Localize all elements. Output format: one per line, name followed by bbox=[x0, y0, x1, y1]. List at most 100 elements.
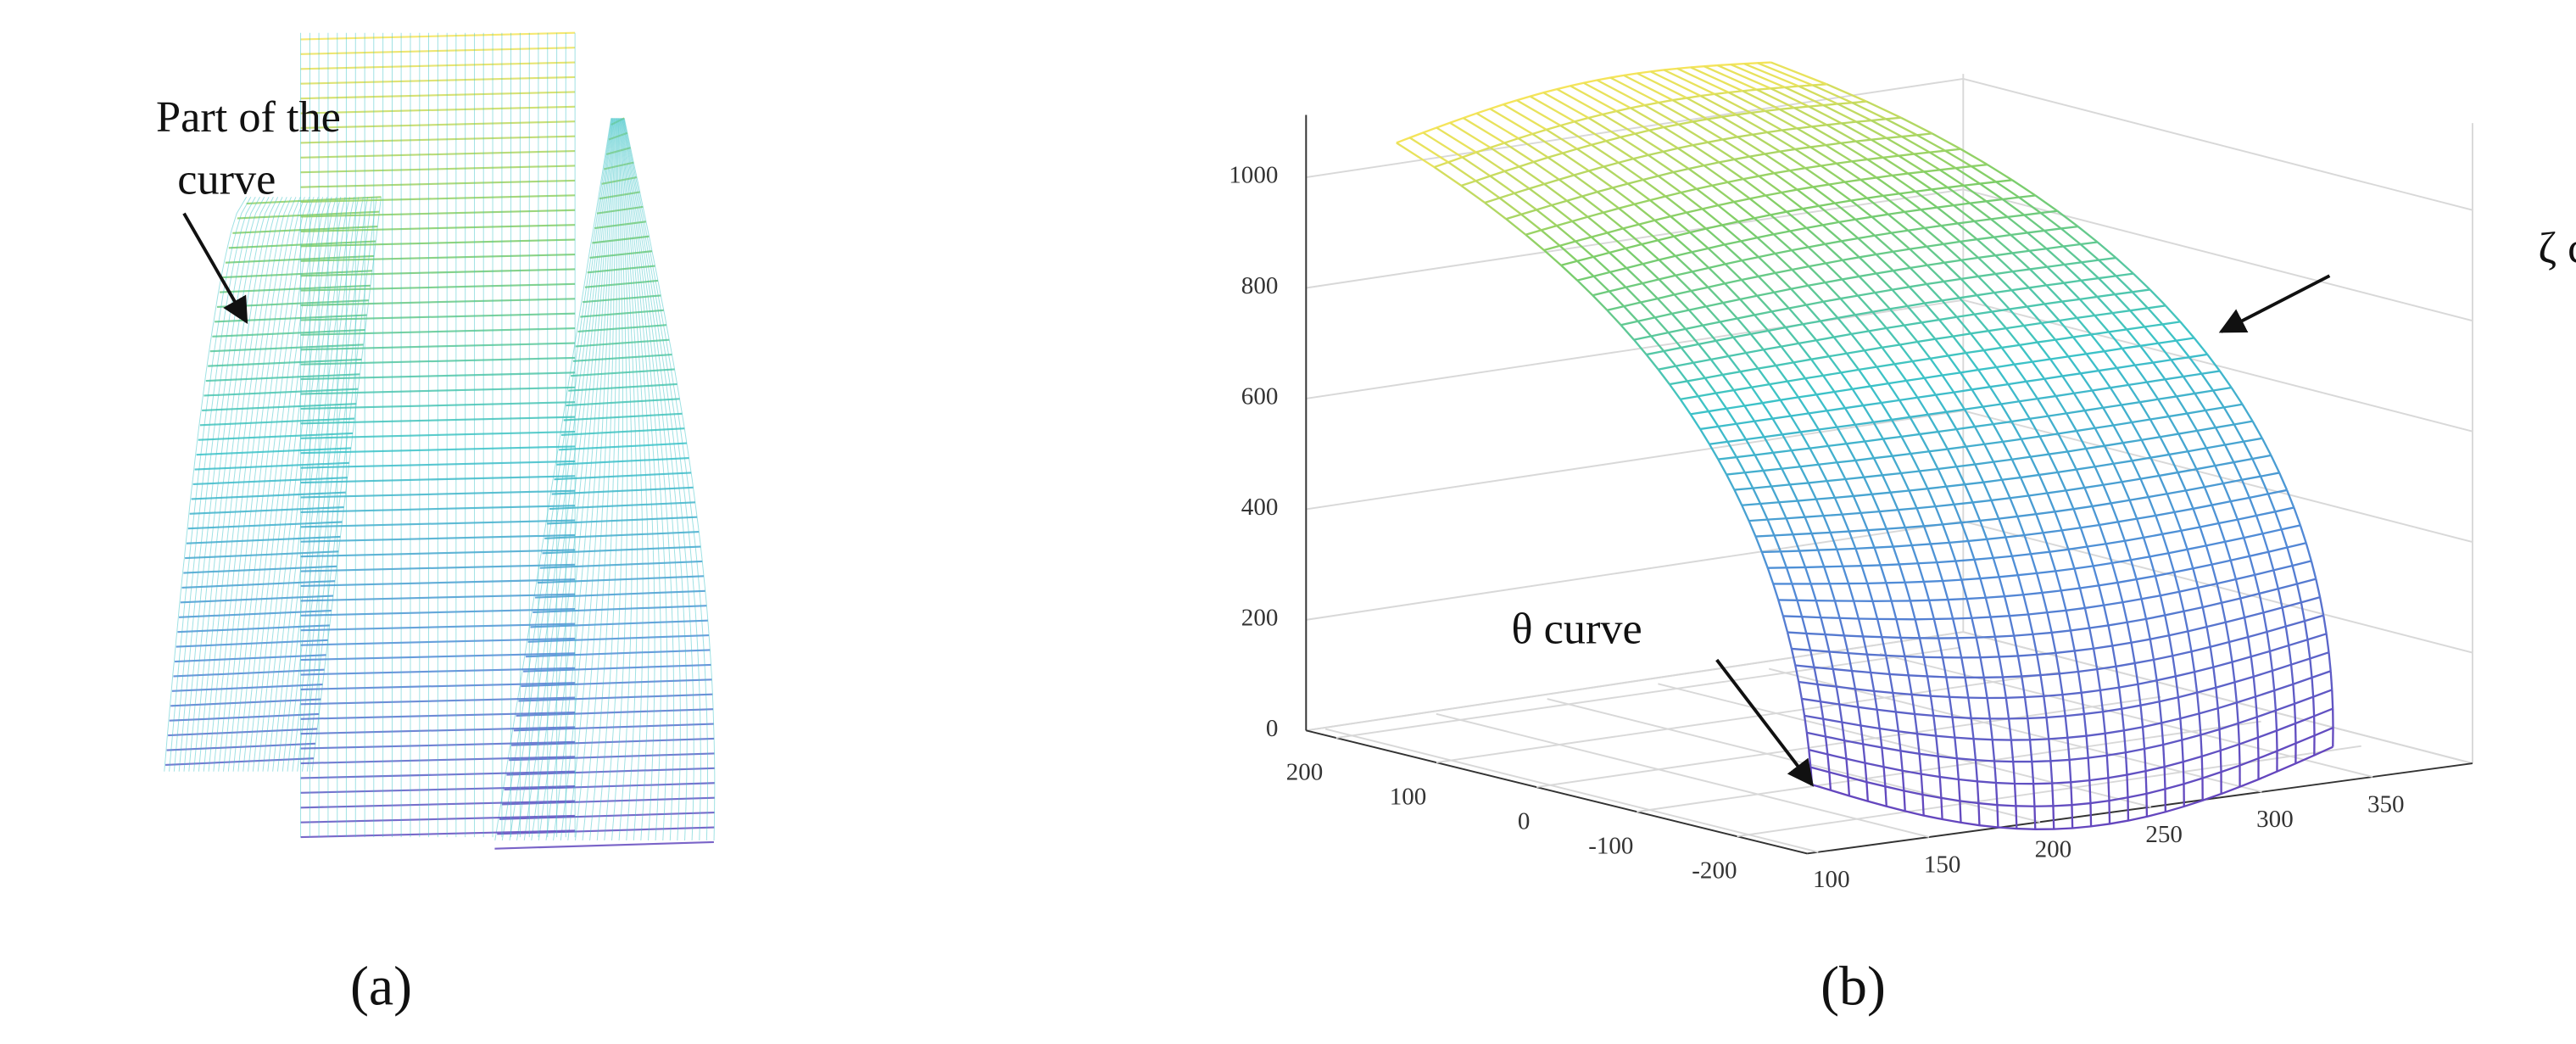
mesh-line bbox=[1779, 150, 1806, 170]
mesh-line bbox=[2139, 478, 2149, 498]
mesh-line bbox=[1707, 247, 1726, 265]
mesh-line bbox=[623, 118, 708, 841]
mesh-line bbox=[1784, 86, 1824, 107]
mesh-line bbox=[1945, 486, 1955, 505]
mesh-line bbox=[1899, 399, 1911, 418]
mesh-line bbox=[2300, 602, 2306, 622]
mesh-line bbox=[2183, 611, 2189, 632]
mesh-line bbox=[2046, 611, 2053, 634]
mesh-line bbox=[1697, 395, 1709, 412]
mesh-line bbox=[2067, 355, 2082, 375]
mesh-line bbox=[1576, 148, 1604, 168]
mesh-line bbox=[1826, 754, 1831, 773]
mesh-line bbox=[2085, 735, 2089, 758]
mesh-line bbox=[1409, 137, 1449, 164]
mesh-line bbox=[1726, 441, 1737, 458]
mesh-line bbox=[1920, 773, 1924, 795]
mesh-line bbox=[1801, 616, 1808, 634]
mesh-line bbox=[2121, 481, 2131, 501]
mesh-line bbox=[1643, 103, 1679, 126]
mesh-line bbox=[2206, 354, 2221, 372]
mesh-line bbox=[1929, 358, 1943, 377]
mesh-line bbox=[2248, 497, 2258, 516]
mesh-line bbox=[1543, 183, 1568, 202]
mesh-line bbox=[2081, 261, 2099, 279]
mesh-line bbox=[1556, 225, 1576, 243]
mesh-line bbox=[2080, 280, 2099, 298]
mesh-line bbox=[1809, 146, 1837, 165]
y-tick-label: -200 bbox=[1692, 857, 1737, 884]
mesh-line bbox=[173, 197, 256, 772]
mesh-line bbox=[2032, 634, 2038, 656]
mesh-line bbox=[1875, 272, 1893, 291]
mesh-line bbox=[2261, 533, 2270, 553]
mesh-line bbox=[2284, 626, 2290, 646]
mesh-line bbox=[2027, 232, 2048, 250]
mesh-line bbox=[2061, 694, 2066, 717]
mesh-line bbox=[1853, 600, 1860, 619]
mesh-line bbox=[2036, 341, 2051, 360]
mesh-line bbox=[2186, 412, 2199, 432]
mesh-line bbox=[1918, 638, 1925, 658]
mesh-line bbox=[2044, 303, 2060, 321]
mesh-line bbox=[2180, 530, 2188, 550]
mesh-line bbox=[2236, 519, 2245, 539]
mesh-line bbox=[1832, 336, 1848, 355]
mesh-line bbox=[1965, 352, 1980, 371]
mesh-line bbox=[1948, 542, 1957, 561]
mesh-line bbox=[2164, 615, 2171, 636]
mesh-line bbox=[1943, 281, 1960, 299]
mesh-line bbox=[2109, 387, 2122, 406]
mesh-line bbox=[1475, 112, 1519, 140]
mesh-line bbox=[582, 118, 617, 841]
mesh-line bbox=[1586, 215, 1609, 234]
mesh-line bbox=[1625, 286, 1642, 304]
mesh-line bbox=[2170, 359, 2184, 377]
mesh-line bbox=[1649, 199, 1671, 218]
mesh-line bbox=[1851, 102, 1887, 120]
mesh-line bbox=[1890, 232, 1911, 250]
mesh-line bbox=[1979, 182, 2004, 200]
mesh-line bbox=[1807, 246, 1826, 265]
mesh-line bbox=[2259, 476, 2270, 494]
mesh-line bbox=[223, 197, 301, 772]
mesh-line bbox=[567, 118, 616, 841]
mesh-line bbox=[1558, 178, 1583, 198]
mesh-line bbox=[1708, 444, 1720, 461]
mesh-line bbox=[1705, 305, 1721, 323]
mesh-line bbox=[2131, 460, 2142, 480]
mesh-line bbox=[1914, 618, 1921, 639]
mesh-line bbox=[1642, 282, 1659, 299]
mesh-line bbox=[1905, 380, 1919, 399]
mesh-line bbox=[1922, 581, 1931, 601]
mesh-line bbox=[2027, 717, 2032, 740]
mesh-line bbox=[2274, 710, 2278, 731]
mesh-line bbox=[1641, 243, 1660, 261]
grid-line bbox=[1306, 410, 1964, 511]
mesh-line bbox=[1864, 440, 1876, 459]
mesh-line bbox=[1998, 518, 2007, 538]
mesh-line bbox=[1620, 136, 1649, 156]
mesh-line bbox=[1748, 520, 1757, 537]
mesh-line bbox=[1998, 656, 2004, 678]
mesh-line bbox=[1995, 181, 2020, 198]
mesh-line bbox=[1973, 313, 1989, 332]
mesh-line bbox=[1842, 566, 1850, 584]
mesh-line bbox=[2209, 646, 2215, 667]
mesh-line bbox=[2212, 667, 2217, 688]
mesh-line bbox=[2182, 762, 2185, 784]
mesh-line bbox=[1931, 188, 1954, 207]
mesh-line bbox=[1762, 470, 1773, 488]
mesh-line bbox=[1988, 718, 1993, 740]
mesh-line bbox=[1960, 148, 1988, 166]
mesh-line bbox=[1899, 193, 1922, 211]
mesh-line bbox=[1677, 123, 1709, 143]
mesh-line bbox=[1915, 190, 1938, 209]
mesh-line bbox=[1862, 405, 1875, 423]
mesh-line bbox=[257, 197, 332, 772]
grid-line bbox=[1335, 646, 1961, 739]
mesh-line bbox=[1633, 203, 1656, 221]
mesh-line bbox=[1858, 276, 1876, 293]
mesh-line bbox=[2005, 327, 2021, 346]
mesh-line bbox=[2243, 537, 2251, 557]
